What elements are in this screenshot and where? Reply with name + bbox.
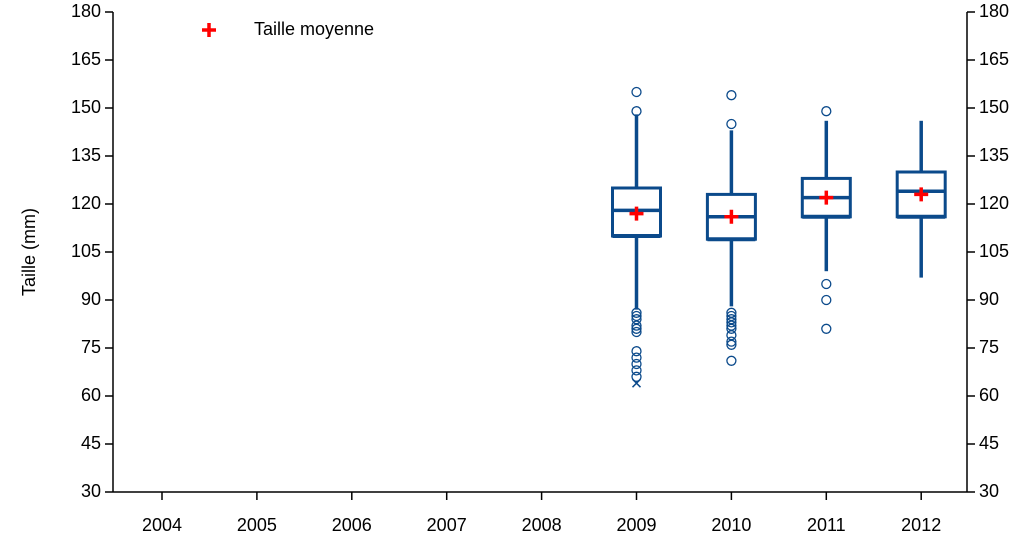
x-tick-label: 2012 (901, 515, 941, 535)
x-tick-label: 2004 (142, 515, 182, 535)
y-tick-label: 75 (81, 337, 101, 357)
y2-tick-label: 120 (979, 193, 1009, 213)
outlier (631, 320, 642, 331)
outlier (821, 106, 832, 117)
mean-marker (914, 187, 929, 202)
extreme (631, 378, 642, 388)
legend-marker (202, 23, 216, 37)
outlier (726, 336, 737, 347)
outlier (631, 358, 642, 370)
y2-tick-label: 30 (979, 481, 999, 501)
outlier (726, 90, 737, 101)
y-tick-label: 120 (71, 193, 101, 213)
x-tick-label: 2005 (237, 515, 277, 535)
outlier (631, 323, 642, 334)
x-tick-label: 2011 (807, 515, 846, 535)
y-tick-label: 105 (71, 241, 101, 261)
y2-tick-label: 60 (979, 385, 999, 405)
x-tick-label: 2009 (616, 515, 656, 535)
y2-tick-label: 165 (979, 49, 1009, 69)
outlier (631, 307, 642, 318)
mean-marker (819, 190, 834, 205)
outlier (631, 326, 642, 338)
outlier (726, 323, 737, 334)
outlier (821, 294, 832, 306)
y2-tick-label: 135 (979, 145, 1009, 165)
y-tick-label: 90 (81, 289, 101, 309)
y-tick-label: 30 (81, 481, 101, 501)
y2-tick-label: 180 (979, 1, 1009, 21)
x-tick-label: 2008 (522, 515, 562, 535)
x-tick-label: 2007 (427, 515, 467, 535)
y2-tick-label: 45 (979, 433, 999, 453)
y2-tick-label: 105 (979, 241, 1009, 261)
y-tick-label: 60 (81, 385, 101, 405)
legend-label: Taille moyenne (254, 19, 374, 39)
outlier (726, 317, 737, 328)
y-axis-label: Taille (mm) (19, 208, 39, 296)
outlier (631, 346, 642, 357)
x-tick-label: 2010 (711, 515, 751, 535)
y2-tick-label: 150 (979, 97, 1009, 117)
mean-marker (629, 206, 644, 221)
outlier (631, 365, 642, 376)
mean-marker (724, 209, 739, 224)
y-tick-label: 45 (81, 433, 101, 453)
outlier (631, 106, 642, 117)
outlier (821, 323, 832, 334)
outlier (631, 352, 642, 363)
y-tick-label: 180 (71, 1, 101, 21)
y-tick-label: 150 (71, 97, 101, 117)
outlier (631, 86, 642, 98)
outlier (726, 355, 737, 366)
outlier (821, 278, 832, 290)
y-tick-label: 135 (71, 145, 101, 165)
y2-tick-label: 75 (979, 337, 999, 357)
y2-tick-label: 90 (979, 289, 999, 309)
x-tick-label: 2006 (332, 515, 372, 535)
outlier (726, 118, 737, 130)
y-tick-label: 165 (71, 49, 101, 69)
outlier (631, 371, 642, 382)
outlier (726, 339, 737, 350)
